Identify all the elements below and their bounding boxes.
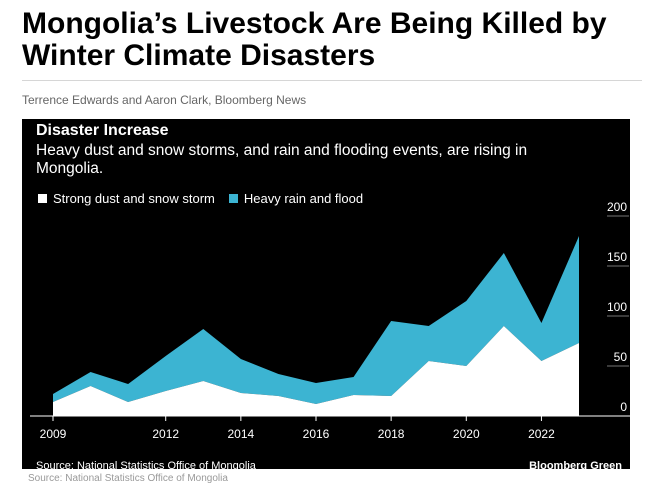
chart-subtitle: Heavy dust and snow storms, and rain and… xyxy=(36,142,528,177)
x-tick-label: 2022 xyxy=(528,427,555,441)
y-tick-label: 150 xyxy=(607,250,627,264)
y-tick-label: 200 xyxy=(607,200,627,214)
legend-swatch-dust xyxy=(38,194,47,203)
headline-divider xyxy=(22,80,642,81)
x-tick-label: 2018 xyxy=(378,427,405,441)
legend-item-rain: Heavy rain and flood xyxy=(228,191,364,206)
x-tick-label: 2012 xyxy=(152,427,179,441)
x-tick-label: 2016 xyxy=(303,427,330,441)
chart-source: Source: National Statistics Office of Mo… xyxy=(36,460,256,469)
y-tick-label: 50 xyxy=(614,350,628,364)
article-byline: Terrence Edwards and Aaron Clark, Bloomb… xyxy=(22,93,307,107)
x-tick-label: 2014 xyxy=(228,427,255,441)
series-area-dust xyxy=(53,326,579,416)
chart-legend: Strong dust and snow storm Heavy rain an… xyxy=(38,191,377,206)
y-tick-label: 100 xyxy=(607,300,627,314)
legend-label-rain: Heavy rain and flood xyxy=(243,191,364,206)
chart-card: Disaster Increase Heavy dust and snow st… xyxy=(22,119,630,469)
brand-logo: Bloomberg Green xyxy=(529,460,622,469)
legend-swatch-rain xyxy=(228,194,238,203)
article-headline: Mongolia’s Livestock Are Being Killed by… xyxy=(22,7,607,72)
chart-title: Disaster Increase xyxy=(36,122,169,139)
chart-plot: 2009 2012 2014 2016 2018 2020 2022 0 50 100 150 200 xyxy=(30,200,630,441)
series-area-rain xyxy=(53,236,579,404)
legend-item-dust: Strong dust and snow storm xyxy=(38,191,215,206)
x-tick-label: 2009 xyxy=(40,427,67,441)
legend-label-dust: Strong dust and snow storm xyxy=(53,191,215,206)
y-tick-label: 0 xyxy=(620,400,627,414)
x-tick-label: 2020 xyxy=(453,427,480,441)
